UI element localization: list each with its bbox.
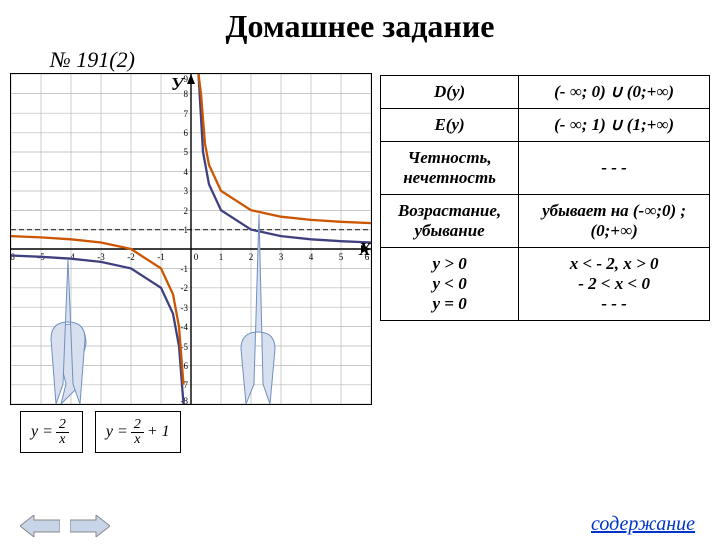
sign-cond: y < 0 [389, 274, 510, 294]
svg-text:-4: -4 [181, 322, 189, 332]
x-axis-label: Х [359, 239, 371, 260]
content-row: У Х -6-5-4-3-2-10123456 [0, 73, 720, 453]
table-row: E(y) (- ∞; 1) ∪ (1;+∞) [381, 109, 710, 142]
sign-ans: - - - [527, 294, 701, 314]
svg-text:-1: -1 [157, 252, 165, 262]
prop-value: (- ∞; 0) ∪ (0;+∞) [519, 76, 710, 109]
svg-text:6: 6 [184, 128, 189, 138]
contents-link[interactable]: содержание [591, 513, 695, 536]
arrow-right-icon [70, 515, 110, 537]
f2-tail: + 1 [147, 423, 170, 441]
prop-name: E(y) [381, 109, 519, 142]
formulas: y = 2 x y = 2 x + 1 [20, 411, 380, 453]
page-title: Домашнее задание [0, 8, 720, 45]
problem-number: № 191(2) [50, 47, 720, 73]
svg-text:3: 3 [279, 252, 284, 262]
svg-text:2: 2 [184, 206, 189, 216]
table-row: Четность, нечетность - - - [381, 142, 710, 195]
chart: У Х -6-5-4-3-2-10123456 [10, 73, 372, 405]
f2-lhs: y = [106, 423, 128, 441]
prop-name: Четность, нечетность [381, 142, 519, 195]
sign-cond: y > 0 [389, 254, 510, 274]
f2-den: x [131, 433, 143, 447]
f2-frac: 2 x [131, 418, 144, 447]
chart-panel: У Х -6-5-4-3-2-10123456 [10, 73, 380, 453]
svg-text:1: 1 [219, 252, 224, 262]
svg-text:4: 4 [184, 167, 189, 177]
f1-num: 2 [56, 418, 69, 433]
formula-2: y = 2 x + 1 [95, 411, 181, 453]
f2-num: 2 [131, 418, 144, 433]
svg-text:2: 2 [249, 252, 254, 262]
sign-ans: x < - 2, x > 0 [527, 254, 701, 274]
nav-buttons [20, 513, 110, 538]
f1-lhs: y = [31, 423, 53, 441]
svg-text:5: 5 [339, 252, 344, 262]
properties-panel: D(y) (- ∞; 0) ∪ (0;+∞) E(y) (- ∞; 1) ∪ (… [380, 73, 710, 453]
prop-value: убывает на (-∞;0) ;(0;+∞) [519, 195, 710, 248]
formula-1: y = 2 x [20, 411, 83, 453]
prop-value: - - - [519, 142, 710, 195]
properties-table: D(y) (- ∞; 0) ∪ (0;+∞) E(y) (- ∞; 1) ∪ (… [380, 75, 710, 321]
prop-name: D(y) [381, 76, 519, 109]
svg-text:3: 3 [184, 186, 189, 196]
svg-text:8: 8 [184, 89, 189, 99]
prop-value: x < - 2, x > 0 - 2 < x < 0 - - - [519, 248, 710, 321]
table-row: Возрастание, убывание убывает на (-∞;0) … [381, 195, 710, 248]
svg-text:-6: -6 [11, 252, 15, 262]
table-row: y > 0 y < 0 y = 0 x < - 2, x > 0 - 2 < x… [381, 248, 710, 321]
prop-name: Возрастание, убывание [381, 195, 519, 248]
svg-text:-2: -2 [127, 252, 135, 262]
arrow-left-icon [20, 515, 60, 537]
f1-frac: 2 x [56, 418, 69, 447]
prop-value: (- ∞; 1) ∪ (1;+∞) [519, 109, 710, 142]
prev-button[interactable] [20, 513, 60, 538]
table-row: D(y) (- ∞; 0) ∪ (0;+∞) [381, 76, 710, 109]
prop-name: y > 0 y < 0 y = 0 [381, 248, 519, 321]
chart-svg: -6-5-4-3-2-10123456 987654321 -1-2-3-4-5… [11, 74, 371, 404]
svg-text:-1: -1 [181, 264, 189, 274]
y-axis-label: У [171, 74, 184, 95]
svg-text:-2: -2 [181, 283, 189, 293]
svg-text:4: 4 [309, 252, 314, 262]
next-button[interactable] [70, 513, 110, 538]
svg-text:5: 5 [184, 147, 189, 157]
svg-text:0: 0 [194, 252, 199, 262]
sign-cond: y = 0 [389, 294, 510, 314]
svg-text:9: 9 [184, 74, 189, 84]
svg-text:-3: -3 [181, 303, 189, 313]
svg-text:1: 1 [184, 225, 189, 235]
f1-den: x [56, 433, 68, 447]
svg-text:7: 7 [184, 109, 189, 119]
sign-ans: - 2 < x < 0 [527, 274, 701, 294]
